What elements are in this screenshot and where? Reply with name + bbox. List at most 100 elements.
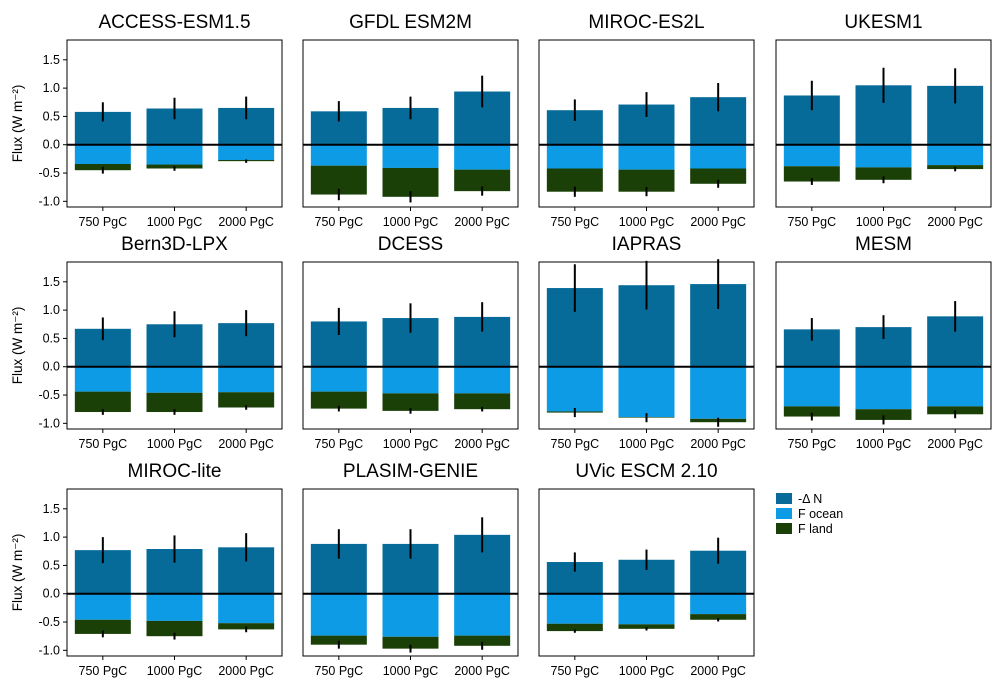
x-tick-label: 2000 PgC [218, 437, 274, 451]
x-tick-label: 750 PgC [788, 437, 837, 451]
bar-f-land [74, 619, 131, 634]
panel-frame [302, 261, 519, 430]
panel-title: Bern3D-LPX [121, 234, 228, 255]
x-tick-label: 2000 PgC [927, 437, 983, 451]
legend-swatch-f-land [776, 523, 792, 534]
panel-ukesm1: 750 PgC 1000 PgC 2000 PgC UKESM1 [775, 12, 992, 229]
x-tick-label: 1000 PgC [147, 215, 203, 229]
bar-f-land [310, 635, 367, 645]
panel-uvic-escm-2-10: 750 PgC 1000 PgC 2000 PgC UVic ESCM 2.10 [538, 461, 755, 678]
bar-f-land [618, 624, 675, 629]
x-tick-label: 1000 PgC [856, 437, 912, 451]
panel-access-esm1-5: 750 PgC 1000 PgC 2000 PgC ACCESS-ESM1.5 -1.0… [10, 12, 283, 229]
bar-f-land [690, 614, 747, 620]
panel-title: MIROC-ES2L [588, 12, 704, 33]
bar-f-land [546, 623, 603, 632]
bar-f-land [454, 635, 511, 646]
panel-title: ACCESS-ESM1.5 [98, 12, 250, 33]
bar-f-land [146, 392, 203, 413]
panel-gfdl-esm2m: 750 PgC 1000 PgC 2000 PgC GFDL ESM2M [302, 12, 519, 229]
bar-f-ocean [74, 366, 131, 392]
y-tick-label: 1.0 [43, 81, 60, 95]
y-tick-label: 1.0 [43, 303, 60, 317]
legend-swatch-f-ocean [776, 508, 792, 519]
x-tick-label: 750 PgC [79, 215, 128, 229]
bar-f-ocean [783, 144, 840, 167]
bar-f-land [454, 393, 511, 410]
y-tick-label: -0.5 [38, 166, 60, 180]
bar-f-land [618, 169, 675, 192]
bar-f-land [218, 623, 275, 630]
legend-swatch-neg-delta-n [776, 493, 792, 504]
legend-label-f-land: F land [798, 522, 833, 536]
y-tick-label: 0.5 [43, 331, 60, 345]
x-tick-label: 1000 PgC [147, 437, 203, 451]
legend-label-f-ocean: F ocean [798, 507, 843, 521]
bar-f-ocean [618, 366, 675, 418]
y-tick-label: 1.5 [43, 53, 60, 67]
bar-f-land [783, 166, 840, 182]
bar-f-ocean [618, 593, 675, 625]
x-tick-label: 750 PgC [315, 437, 364, 451]
bar-f-land [74, 391, 131, 413]
bar-f-ocean [310, 366, 367, 392]
y-tick-label: 0.0 [43, 138, 60, 152]
bar-f-ocean [218, 593, 275, 624]
panel-title: DCESS [378, 234, 443, 255]
panel-frame [66, 39, 283, 208]
panel-title: IAPRAS [612, 234, 682, 255]
bar-f-land [146, 620, 203, 637]
y-tick-label: 1.5 [43, 275, 60, 289]
x-tick-label: 2000 PgC [690, 664, 746, 678]
x-tick-label: 750 PgC [315, 215, 364, 229]
y-axis-label: Flux (W m⁻²) [10, 307, 25, 385]
bar-f-ocean [618, 144, 675, 170]
bar-f-ocean [310, 144, 367, 166]
panel-title: UVic ESCM 2.10 [575, 461, 717, 482]
bar-f-land [690, 168, 747, 184]
bar-f-ocean [546, 144, 603, 169]
bar-f-ocean [454, 144, 511, 170]
bar-f-ocean [310, 593, 367, 636]
bar-f-ocean [855, 366, 912, 410]
x-tick-label: 1000 PgC [619, 215, 675, 229]
bar-f-ocean [74, 144, 131, 164]
panel-title: GFDL ESM2M [349, 12, 472, 33]
x-tick-label: 1000 PgC [383, 215, 439, 229]
panel-frame [302, 488, 519, 657]
x-tick-label: 2000 PgC [454, 664, 510, 678]
panel-frame [775, 261, 992, 430]
x-tick-label: 1000 PgC [383, 437, 439, 451]
x-tick-label: 2000 PgC [218, 664, 274, 678]
y-axis-label: Flux (W m⁻²) [10, 534, 25, 612]
y-tick-label: 0.5 [43, 558, 60, 572]
panel-frame [302, 39, 519, 208]
legend-label-neg-delta-n: -Δ N [798, 492, 822, 506]
y-tick-label: -1.0 [38, 643, 60, 657]
panel-mesm: 750 PgC 1000 PgC 2000 PgC MESM [775, 234, 992, 451]
x-tick-label: 1000 PgC [383, 664, 439, 678]
panel-title: UKESM1 [844, 12, 922, 33]
bar-f-land [546, 168, 603, 192]
x-tick-label: 2000 PgC [454, 437, 510, 451]
panel-bern3d-lpx: 750 PgC 1000 PgC 2000 PgC Bern3D-LPX -1.0 -0.… [10, 234, 283, 451]
y-tick-label: 1.5 [43, 502, 60, 516]
x-tick-label: 2000 PgC [454, 215, 510, 229]
bar-f-ocean [454, 593, 511, 636]
panel-plasim-genie: 750 PgC 1000 PgC 2000 PgC PLASIM-GENIE [302, 461, 519, 678]
y-tick-label: 0.0 [43, 587, 60, 601]
x-tick-label: 2000 PgC [927, 215, 983, 229]
x-tick-label: 1000 PgC [619, 664, 675, 678]
panel-miroc-lite: 750 PgC 1000 PgC 2000 PgC MIROC-lite -1.0 -0.… [10, 461, 283, 678]
y-axis-label: Flux (W m⁻²) [10, 85, 25, 163]
x-tick-label: 750 PgC [79, 664, 128, 678]
bar-f-ocean [74, 593, 131, 620]
x-tick-label: 750 PgC [315, 664, 364, 678]
bar-f-land [783, 406, 840, 417]
bar-f-ocean [546, 366, 603, 412]
bar-f-ocean [927, 144, 984, 166]
bar-f-ocean [927, 366, 984, 407]
panel-iapras: 750 PgC 1000 PgC 2000 PgC IAPRAS [538, 234, 755, 451]
bar-f-ocean [855, 144, 912, 168]
